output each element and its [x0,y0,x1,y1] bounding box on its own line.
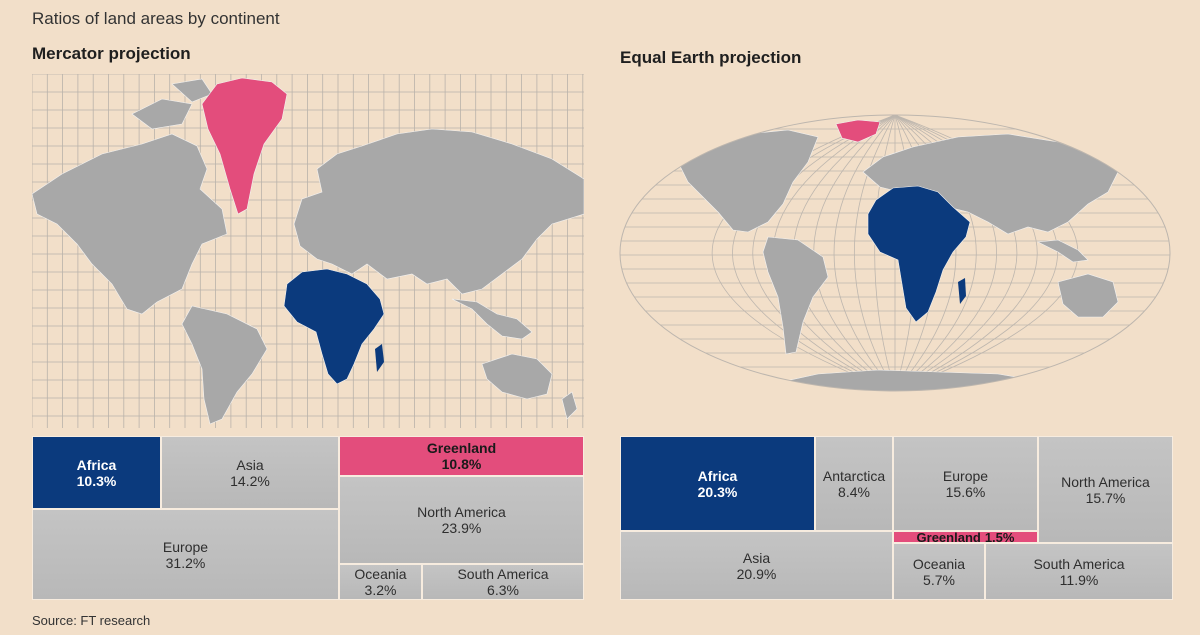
equal-earth-southeast-asia [1036,239,1089,263]
graticule-meridian [732,115,896,391]
mercator-land [32,78,584,425]
equal-earth-outline [619,114,1171,392]
cell-value: 14.2% [230,472,270,489]
treemap-cell-south-america: South America 6.3% [422,564,584,600]
cell-name: South America [457,566,549,582]
cell-name: Oceania [912,555,966,572]
cell-name: Africa [76,456,117,473]
treemap-cell-asia: Asia 20.9% [620,531,893,600]
treemap-cell-oceania: Oceania 3.2% [339,564,422,600]
treemap-cell-greenland: Greenland 1.5% [893,531,1038,543]
equal-earth-greenland [835,119,881,143]
cell-name: Oceania [354,566,407,582]
cell-value: 1.5% [984,531,1015,543]
equal-earth-graticule [620,115,1170,391]
treemap-cell-asia: Asia 14.2% [161,436,339,509]
cell-value: 10.8% [441,456,482,472]
graticule-meridian [874,115,896,391]
cell-value: 6.3% [487,582,519,598]
equal-earth-treemap: Africa 20.3% Antarctica 8.4% Europe 15.6… [620,436,1173,600]
cell-name: Europe [942,467,989,484]
cell-name: Asia [742,549,771,566]
equal-earth-north-america [677,129,819,233]
cell-name: Greenland [916,531,981,543]
treemap-cell-europe: Europe 15.6% [893,436,1038,531]
cell-value: 5.7% [923,571,955,588]
chart-title: Ratios of land areas by continent [32,9,280,28]
cell-value: 20.9% [736,565,777,582]
cell-name: Antarctica [822,467,886,484]
cell-name: Greenland [426,440,497,456]
graticule-meridian [752,115,896,391]
mercator-map [32,74,584,428]
cell-value: 23.9% [441,520,482,536]
cell-name: Europe [162,538,209,555]
cell-name: Africa [697,467,738,484]
graticule-meridian [833,115,896,391]
mercator-southeast-asia [451,298,533,340]
equal-earth-africa [867,185,971,323]
mercator-oceania [481,353,578,420]
treemap-cell-south-america: South America 11.9% [985,543,1173,600]
equal-earth-madagascar [958,278,966,304]
cell-name: Asia [236,456,264,473]
cell-value: 11.9% [1059,571,1099,588]
cell-value: 3.2% [364,582,397,598]
source-note: Source: FT research [32,613,151,628]
mercator-subtitle: Mercator projection [32,44,191,63]
equal-earth-oceania [1057,273,1119,318]
cell-value: 20.3% [697,483,738,500]
mercator-north-america [32,133,228,315]
treemap-cell-north-america: North America 23.9% [339,476,584,564]
equal-earth-land [677,129,1119,391]
cell-value: 8.4% [838,483,870,500]
equal-earth-map [619,114,1171,392]
cell-value: 31.2% [165,554,206,571]
mercator-africa [283,268,385,385]
graticule-meridian [853,115,896,391]
treemap-cell-oceania: Oceania 5.7% [893,543,985,600]
treemap-cell-antarctica: Antarctica 8.4% [815,436,893,531]
treemap-cell-europe: Europe 31.2% [32,509,339,600]
treemap-cell-africa: Africa 20.3% [620,436,815,531]
mercator-madagascar [375,344,384,372]
cell-value: 15.7% [1085,489,1126,506]
treemap-cell-africa: Africa 10.3% [32,436,161,509]
treemap-cell-greenland: Greenland 10.8% [339,436,584,476]
cell-value: 15.6% [945,483,986,500]
cell-name: North America [1061,473,1150,490]
mercator-greenland [201,77,288,215]
mercator-south-america [181,305,268,425]
treemap-cell-north-america: North America 15.7% [1038,436,1173,543]
mercator-treemap: Africa 10.3% Asia 14.2% Greenland 10.8% … [32,436,584,600]
cell-name: North America [417,504,506,520]
equal-earth-south-america [762,236,829,355]
mercator-eurasia [293,128,584,295]
cell-name: South America [1033,555,1125,572]
equal-earth-subtitle: Equal Earth projection [620,48,802,67]
cell-value: 10.3% [76,472,117,489]
